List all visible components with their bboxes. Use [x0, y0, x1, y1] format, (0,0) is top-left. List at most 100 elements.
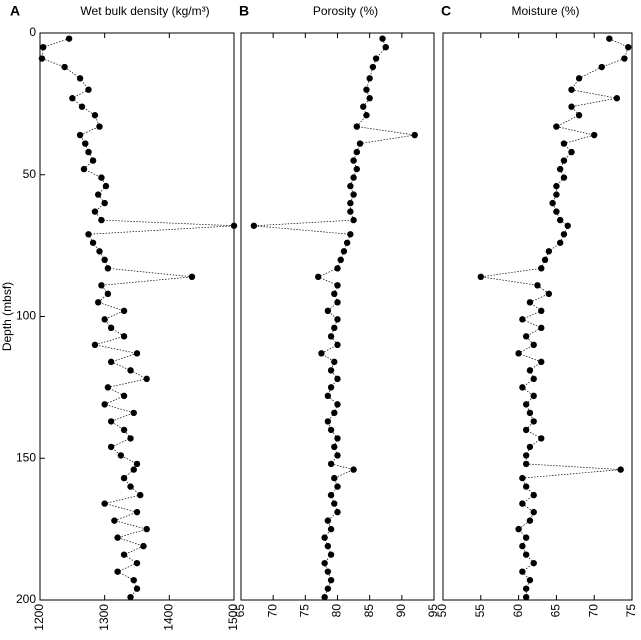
data-point	[250, 222, 258, 229]
profile-line	[480, 38, 629, 598]
y-axis-label: Depth (mbsf)	[0, 282, 14, 351]
data-point	[331, 500, 338, 507]
data-point	[334, 282, 341, 289]
data-point	[334, 435, 341, 442]
x-tick-label: 75	[624, 604, 638, 618]
y-tick-label: 0	[29, 25, 36, 39]
data-point	[526, 443, 534, 451]
data-point	[331, 290, 338, 298]
data-point	[104, 265, 112, 272]
data-point	[107, 443, 115, 451]
data-point	[568, 103, 575, 110]
data-point	[530, 418, 537, 425]
data-point	[522, 460, 530, 468]
data-point	[530, 559, 537, 567]
data-point	[107, 324, 115, 332]
data-point	[343, 239, 351, 246]
data-point	[568, 86, 575, 93]
data-point	[538, 358, 545, 366]
data-point	[560, 174, 568, 181]
data-point	[327, 525, 335, 533]
data-point	[114, 534, 121, 541]
data-point	[530, 491, 537, 499]
data-point	[625, 43, 632, 51]
data-point	[560, 157, 568, 164]
y-tick-label: 150	[16, 450, 36, 464]
data-point	[366, 75, 373, 82]
data-point	[327, 333, 335, 340]
data-point	[334, 265, 341, 272]
data-point	[553, 208, 560, 215]
data-point	[130, 409, 137, 417]
data-point	[101, 256, 108, 263]
data-point	[353, 123, 360, 130]
data-point	[91, 112, 99, 119]
data-point	[522, 452, 530, 459]
data-point	[120, 307, 128, 315]
x-tick-label: 55	[473, 604, 487, 618]
data-point	[334, 341, 341, 349]
data-point	[522, 534, 530, 541]
data-point	[89, 239, 97, 246]
data-point	[120, 551, 128, 558]
data-point	[76, 131, 84, 139]
data-point	[114, 568, 121, 575]
data-point	[560, 140, 568, 147]
data-point	[324, 585, 332, 592]
x-tick-label: 60	[511, 604, 525, 618]
data-point	[522, 401, 530, 408]
data-point	[117, 452, 125, 459]
data-point	[334, 299, 341, 306]
data-point	[107, 358, 115, 366]
data-point	[360, 103, 367, 110]
data-point	[111, 517, 118, 524]
data-point	[575, 112, 583, 119]
data-point	[538, 307, 545, 315]
data-point	[347, 182, 354, 190]
data-point	[538, 265, 545, 272]
data-point	[91, 208, 99, 215]
data-point	[621, 55, 628, 62]
data-point	[133, 585, 141, 592]
data-point	[519, 500, 526, 507]
data-point	[321, 593, 328, 601]
data-point	[519, 316, 526, 323]
y-tick-label: 100	[16, 309, 36, 323]
x-tick-label: 50	[435, 604, 449, 618]
data-point	[95, 299, 102, 306]
data-point	[334, 483, 341, 490]
data-point	[591, 131, 598, 139]
data-point	[85, 148, 92, 156]
data-point	[382, 43, 389, 51]
data-point	[334, 508, 341, 516]
data-point	[564, 222, 571, 229]
data-point	[522, 483, 530, 490]
data-point	[230, 222, 238, 229]
data-point	[350, 174, 357, 181]
x-tick-label: 85	[362, 604, 376, 618]
data-point	[541, 256, 549, 263]
data-point	[40, 43, 47, 51]
data-point	[133, 559, 141, 567]
data-point	[350, 157, 357, 164]
data-point	[327, 491, 335, 499]
data-point	[327, 426, 335, 434]
data-point	[104, 384, 112, 391]
data-point	[340, 248, 348, 255]
data-point	[120, 392, 128, 400]
data-point	[613, 95, 621, 102]
data-point	[143, 375, 150, 383]
data-point	[379, 35, 386, 42]
data-point	[127, 483, 134, 490]
data-point	[519, 474, 526, 482]
data-point	[334, 401, 341, 408]
y-tick-label: 200	[16, 592, 36, 606]
data-point	[519, 384, 526, 391]
data-point	[65, 35, 73, 42]
data-point	[140, 542, 147, 550]
data-point	[606, 35, 613, 42]
data-point	[327, 384, 335, 391]
data-point	[526, 299, 534, 306]
data-point	[188, 273, 196, 281]
x-tick-label: 75	[298, 604, 312, 618]
